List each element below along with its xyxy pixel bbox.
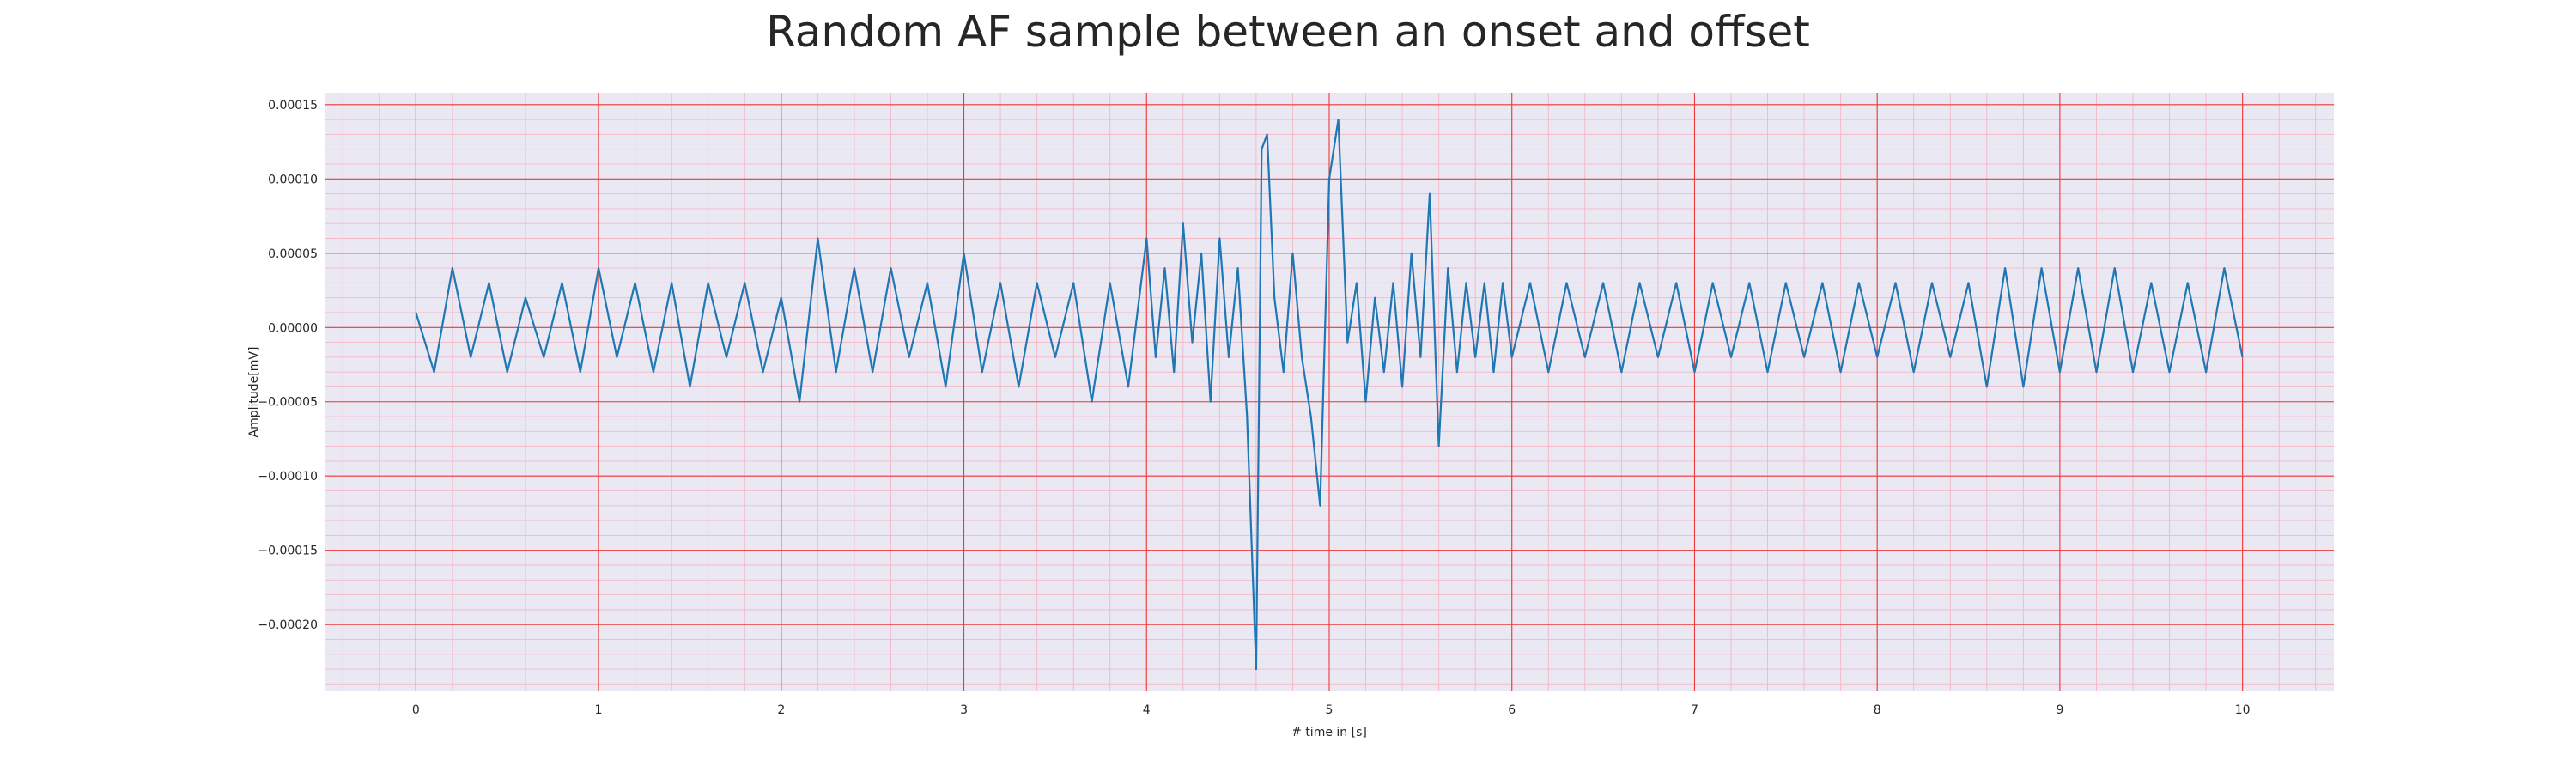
y-axis-label: Amplitude[mV] <box>247 347 261 438</box>
y-tick-labels: 0.00015 0.00010 0.00005 0.00000 −0.00005 −0.0… <box>258 99 318 632</box>
x-tick-label: 10 <box>2235 703 2251 717</box>
series-group <box>415 119 2244 671</box>
x-tick-label: 2 <box>777 703 785 717</box>
x-tick-label: 8 <box>1874 703 1881 717</box>
x-tick-labels: 0 1 2 3 4 5 6 7 8 9 10 <box>412 703 2251 717</box>
x-tick-label: 1 <box>595 703 603 717</box>
x-tick-label: 4 <box>1143 703 1151 717</box>
x-tick-label: 3 <box>960 703 968 717</box>
y-tick-label: −0.00010 <box>258 470 318 484</box>
y-tick-label: 0.00005 <box>268 247 318 261</box>
x-tick-label: 9 <box>2056 703 2063 717</box>
x-tick-label: 7 <box>1691 703 1698 717</box>
x-axis-label: # time in [s] <box>1291 726 1367 740</box>
x-tick-label: 0 <box>412 703 420 717</box>
y-tick-label: 0.00010 <box>268 173 318 186</box>
y-tick-label: 0.00000 <box>268 321 318 335</box>
x-tick-label: 5 <box>1326 703 1334 717</box>
y-tick-label: −0.00015 <box>258 545 318 558</box>
y-tick-label: 0.00015 <box>268 99 318 113</box>
y-tick-label: −0.00020 <box>258 618 318 632</box>
x-tick-label: 6 <box>1508 703 1516 717</box>
chart-title: Random AF sample between an onset and of… <box>766 7 1810 57</box>
series-line-0 <box>415 119 2244 671</box>
y-tick-label: −0.00005 <box>258 396 318 410</box>
